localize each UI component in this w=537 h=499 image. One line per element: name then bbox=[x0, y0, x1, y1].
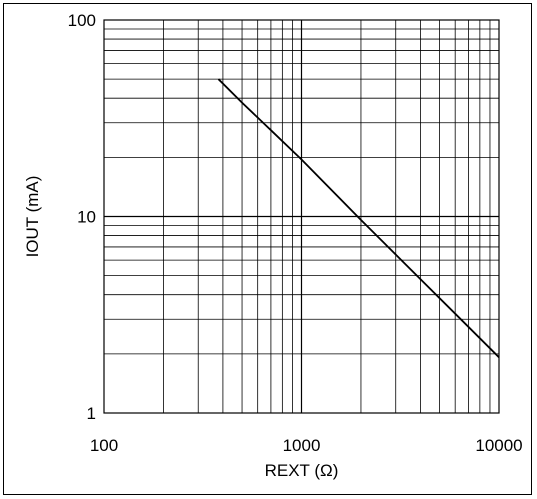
series-layer bbox=[217, 78, 500, 358]
chart-frame bbox=[3, 3, 532, 495]
y-axis-title: IOUT (mA) bbox=[23, 176, 42, 258]
x-tick-label: 100 bbox=[90, 436, 118, 455]
x-tick-label: 10000 bbox=[475, 436, 522, 455]
plot-area bbox=[103, 19, 500, 414]
y-grid bbox=[104, 28, 499, 355]
x-tick-label: 1000 bbox=[283, 436, 321, 455]
x-tick-labels: 100 1000 10000 bbox=[90, 436, 523, 455]
y-tick-labels: 1 10 100 bbox=[68, 11, 96, 423]
y-tick-label: 1 bbox=[87, 404, 96, 423]
x-axis-title: REXT (Ω) bbox=[265, 461, 339, 480]
y-tick-label: 10 bbox=[77, 208, 96, 227]
y-tick-label: 100 bbox=[68, 11, 96, 30]
series-line bbox=[217, 78, 500, 358]
